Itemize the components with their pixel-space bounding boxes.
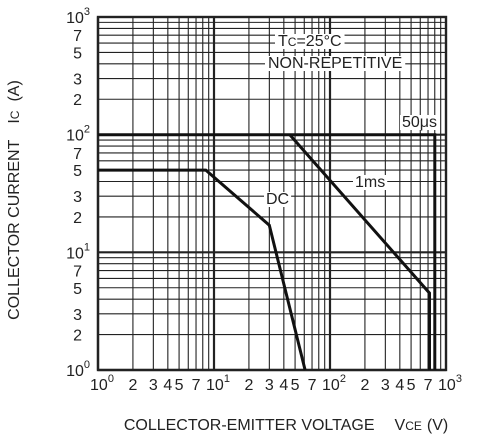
y-tick-label: 3: [73, 189, 82, 206]
series-label: DC: [266, 191, 289, 208]
x-axis-unit: (V): [427, 417, 448, 434]
y-tick-label: 3: [73, 307, 82, 324]
series-lines: [98, 133, 437, 371]
series-line: [98, 133, 437, 370]
x-tick-label: 2: [360, 377, 369, 394]
y-axis-title-main: COLLECTOR CURRENT: [6, 139, 23, 319]
y-tick-label: 2: [73, 328, 82, 345]
plot-frame: [96, 15, 448, 372]
x-tick-label: 7: [308, 377, 317, 394]
series-line: [98, 168, 307, 371]
series-line: [288, 133, 431, 370]
x-tick-label: 5: [175, 377, 184, 394]
y-tick-label: 100: [66, 359, 90, 380]
y-tick-label: 2: [73, 210, 82, 227]
y-axis-symbol-sub: C: [8, 110, 22, 119]
y-tick-label: 7: [73, 264, 82, 281]
x-tick-label: 101: [206, 373, 230, 394]
x-axis-symbol: V: [395, 417, 406, 434]
y-axis-symbol: I: [6, 119, 23, 123]
series-labels: 50μs 1ms DC: [264, 114, 440, 208]
series-label-bg: [400, 115, 440, 130]
x-axis-title: COLLECTOR-EMITTER VOLTAGE VCE (V): [124, 417, 448, 434]
x-tick-label: 3: [265, 377, 274, 394]
y-tick-label: 102: [66, 124, 90, 145]
series-label-bg: [264, 192, 292, 207]
y-tick-label: 7: [73, 28, 82, 45]
x-tick-label: 7: [424, 377, 433, 394]
x-axis-symbol-sub: CE: [405, 419, 422, 433]
x-tick-label: 3: [381, 377, 390, 394]
y-axis-unit: (A): [6, 80, 23, 101]
annotations: TC=25°C NON-REPETITIVE: [265, 33, 406, 72]
y-tick-label: 7: [73, 146, 82, 163]
series-label-bg: [353, 175, 388, 190]
x-axis-title-main: COLLECTOR-EMITTER VOLTAGE: [124, 417, 375, 434]
x-tick-label: 103: [438, 373, 462, 394]
x-tick-label: 100: [90, 373, 114, 394]
y-tick-label: 101: [66, 241, 90, 262]
annotation-non-repetitive: NON-REPETITIVE: [268, 55, 402, 72]
x-tick-label: 2: [244, 377, 253, 394]
series-label: 1ms: [355, 174, 385, 191]
x-tick-label: 4: [395, 377, 404, 394]
x-tick-label: 2: [128, 377, 137, 394]
y-tick-label: 2: [73, 92, 82, 109]
y-tick-label: 5: [73, 163, 82, 180]
x-tick-label: 4: [279, 377, 288, 394]
y-tick-label: 5: [73, 281, 82, 298]
annotation-bg: [275, 34, 345, 49]
annotation-bg: [265, 56, 406, 71]
x-tick-label: 7: [192, 377, 201, 394]
x-tick-labels: 100 2 3 4 5 7 101 2 3 4 5 7 102 2 3 4 5 7 103: [90, 373, 462, 394]
x-tick-label: 4: [163, 377, 172, 394]
y-tick-label: 3: [73, 72, 82, 89]
x-tick-label: 5: [407, 377, 416, 394]
y-tick-label: 5: [73, 45, 82, 62]
annotation-temperature: TC=25°C: [278, 33, 342, 50]
x-tick-label: 102: [322, 373, 346, 394]
y-tick-label: 103: [66, 6, 90, 27]
y-axis-title: COLLECTOR CURRENT IC (A): [6, 80, 23, 320]
x-tick-label: 5: [291, 377, 300, 394]
plot-border: [96, 15, 448, 372]
x-tick-label: 3: [149, 377, 158, 394]
series-label: 50μs: [402, 114, 437, 131]
